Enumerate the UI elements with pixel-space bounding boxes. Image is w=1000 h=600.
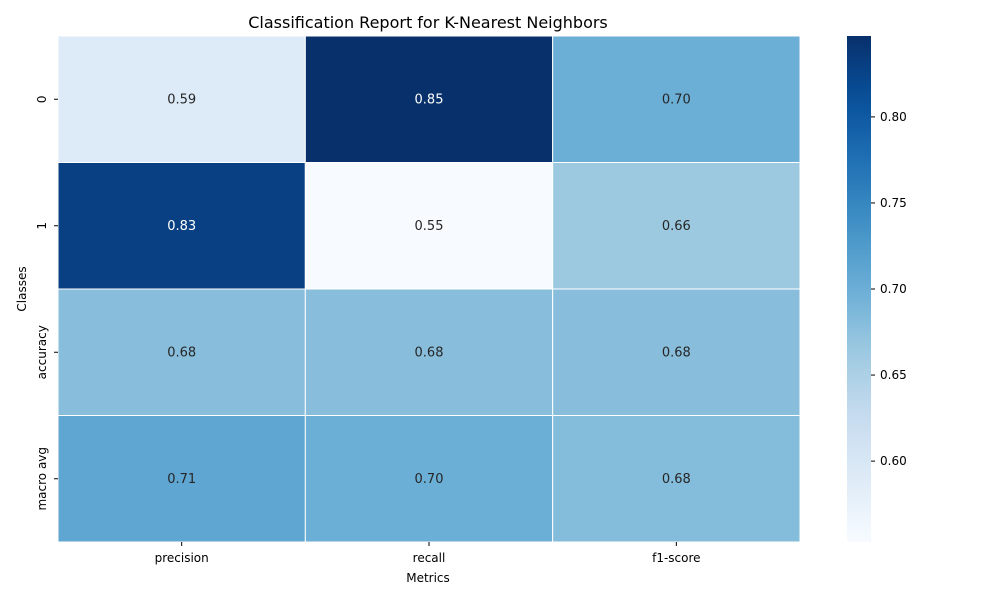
x-axis: precision recall f1-score	[155, 542, 701, 565]
colorbar-tick-label: 0.75	[880, 196, 907, 210]
colorbar-tick-label: 0.60	[880, 454, 907, 468]
x-axis-label: Metrics	[406, 571, 450, 585]
heatmap-cell	[304, 35, 554, 163]
heatmap-cell	[552, 162, 801, 290]
heatmap-cell	[57, 162, 306, 290]
cell-value-label: 0.66	[662, 219, 691, 234]
colorbar-gradient	[847, 36, 871, 542]
cell-value-label: 0.70	[415, 472, 444, 487]
heatmap-cell	[304, 162, 554, 290]
cell-value-label: 0.68	[167, 345, 196, 360]
cell-value-label: 0.59	[167, 92, 196, 107]
cell-value-label: 0.71	[167, 472, 196, 487]
heatmap-cells: 0.59 0.85 0.70 0.83 0.55 0.66 0.68 0.68 0.68 0.71…	[57, 35, 801, 543]
heatmap-cell	[552, 35, 801, 163]
y-tick-label: 1	[35, 222, 49, 230]
colorbar-tick-label: 0.65	[880, 368, 907, 382]
y-axis: 0 1 accuracy macro avg	[35, 95, 58, 511]
colorbar: 0.60 0.65 0.70 0.75 0.80	[847, 36, 907, 542]
x-tick-label: f1-score	[652, 551, 700, 565]
y-tick-label: 0	[35, 95, 49, 103]
heatmap-cell	[304, 288, 554, 416]
y-tick-label: accuracy	[35, 325, 49, 379]
x-tick-label: precision	[155, 551, 209, 565]
x-tick-label: recall	[413, 551, 446, 565]
chart-title: Classification Report for K-Nearest Neig…	[248, 13, 608, 32]
colorbar-tick-label: 0.80	[880, 110, 907, 124]
cell-value-label: 0.55	[415, 219, 444, 234]
heatmap-cell	[57, 288, 306, 416]
y-axis-label: Classes	[15, 266, 29, 311]
y-tick-label: macro avg	[35, 447, 49, 511]
heatmap-cell	[552, 415, 801, 543]
cell-value-label: 0.83	[167, 219, 196, 234]
cell-value-label: 0.70	[662, 92, 691, 107]
colorbar-tick-label: 0.70	[880, 282, 907, 296]
cell-value-label: 0.68	[662, 472, 691, 487]
cell-value-label: 0.68	[662, 345, 691, 360]
cell-value-label: 0.85	[415, 92, 444, 107]
cell-value-label: 0.68	[415, 345, 444, 360]
heatmap-cell	[57, 415, 306, 543]
heatmap-cell	[57, 35, 306, 163]
